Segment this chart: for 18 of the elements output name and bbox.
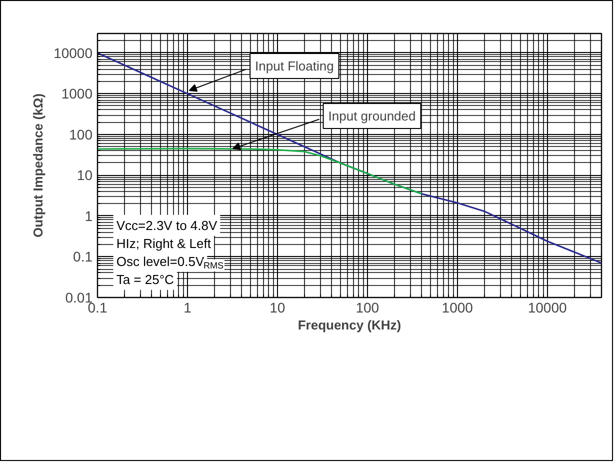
- x-tick-label: 1: [184, 300, 192, 316]
- annotation: Input Floating: [255, 58, 334, 74]
- x-tick-label: 10000: [528, 300, 568, 316]
- annotation: Input grounded: [328, 108, 416, 124]
- y-axis-title: Output Impedance (kΩ): [30, 93, 46, 238]
- x-tick-label: 100: [356, 300, 380, 316]
- y-tick-label: 1000: [61, 86, 93, 102]
- y-tick-label: 100: [69, 126, 93, 142]
- x-tick-label: 10: [270, 300, 286, 316]
- x-axis-title: Frequency (KHz): [298, 318, 402, 332]
- y-tick-label: 10000: [54, 44, 93, 61]
- y-tick-label: 0.1: [73, 248, 93, 265]
- annotation: Ta = 25°C: [116, 272, 174, 287]
- y-tick-label: 1: [84, 208, 93, 224]
- y-tick-label: 10: [76, 167, 93, 184]
- annotation: HIz; Right & Left: [116, 236, 212, 251]
- x-tick-label: 1000: [442, 300, 474, 316]
- annotation: Vcc=2.3V to 4.8V: [116, 218, 218, 233]
